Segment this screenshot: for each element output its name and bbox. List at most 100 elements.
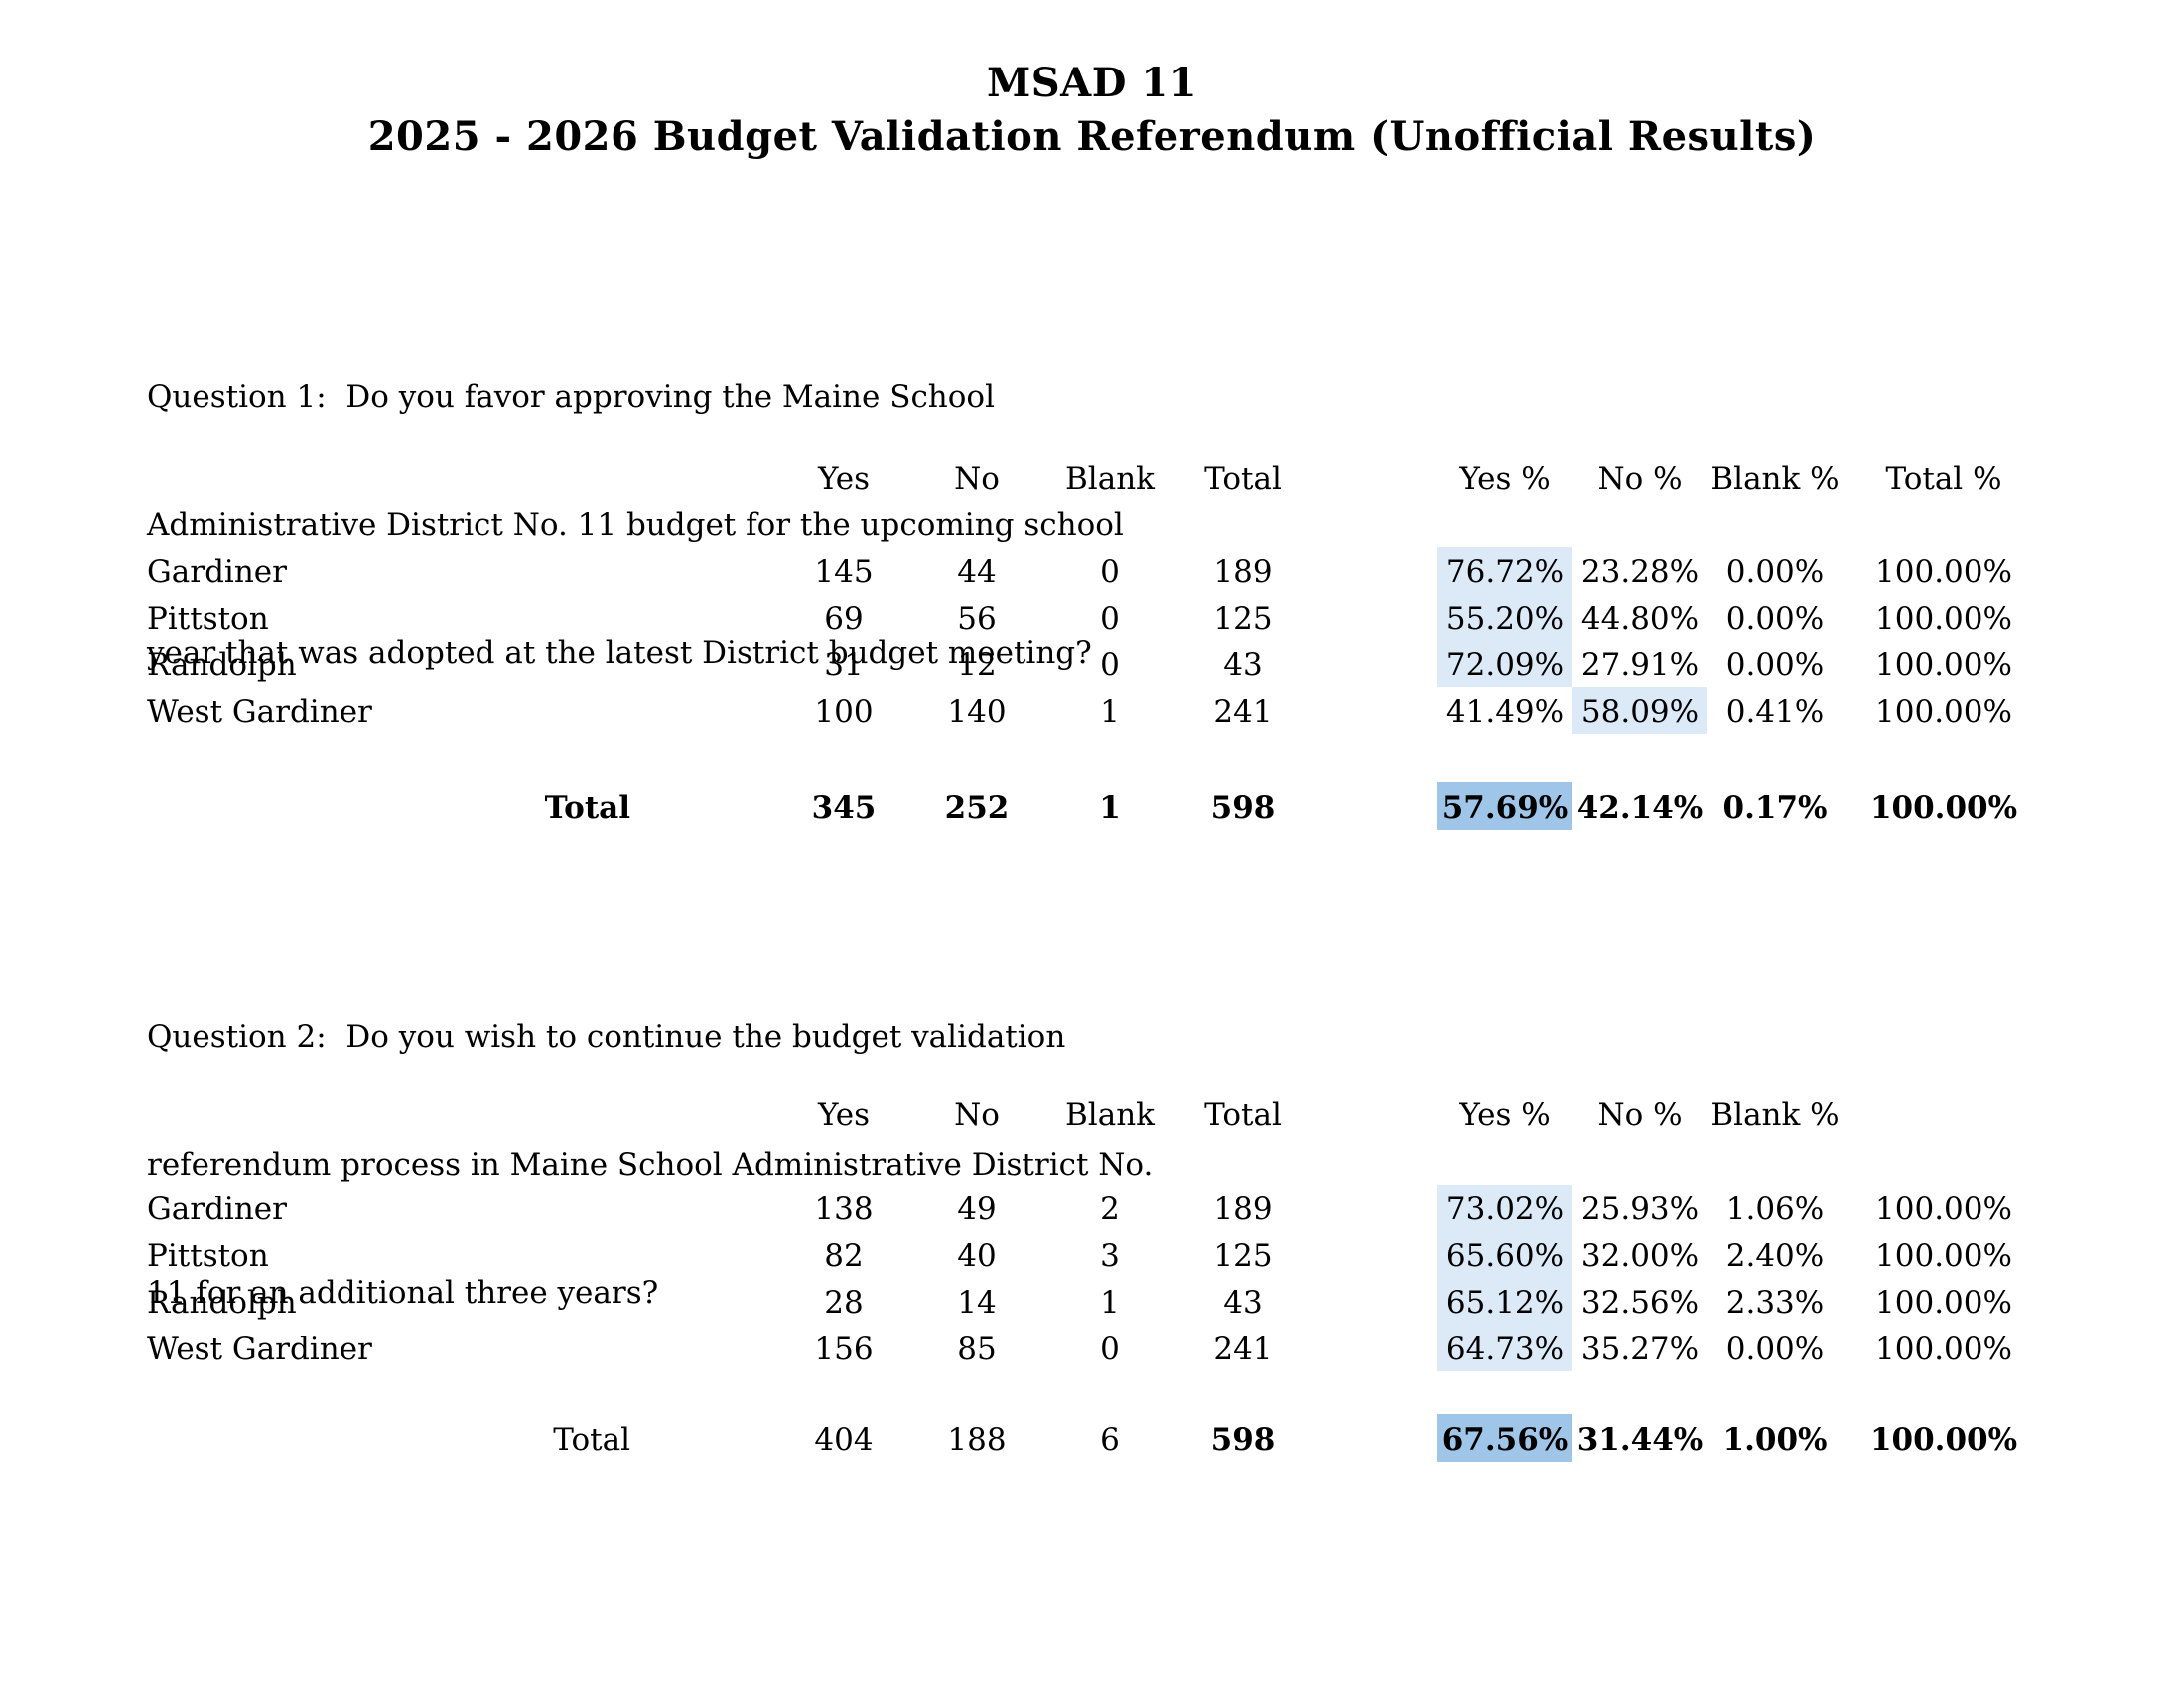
margin-spacer — [0, 1414, 147, 1462]
cell-yes: 138 — [814, 1192, 874, 1227]
cell-no: 40 — [957, 1238, 997, 1274]
cell-no: 49 — [957, 1192, 997, 1227]
q2-table-header: Yes No Blank Total Yes % No % Blank % — [0, 1090, 2184, 1137]
margin-spacer — [0, 687, 147, 734]
margin-spacer — [0, 594, 147, 640]
q2-row-pittston: Pittston 82 40 3 125 65.60% 32.00% 2.40%… — [0, 1231, 2184, 1278]
cell-yes-pct-highlighted: 55.20% — [1437, 594, 1572, 640]
q1-total-row: Total 345 252 1 598 57.69% 42.14% 0.17% … — [0, 782, 2184, 830]
town-label: Gardiner — [147, 554, 287, 590]
cell-no-pct: 32.00% — [1580, 1238, 1700, 1274]
total-label: Total — [553, 1422, 630, 1458]
q2-total-row: Total 404 188 6 598 67.56% 31.44% 1.00% … — [0, 1414, 2184, 1462]
cell-blank-pct: 0.00% — [1725, 647, 1825, 683]
q1-row-gardiner: Gardiner 145 44 0 189 76.72% 23.28% 0.00… — [0, 547, 2184, 594]
cell-total-pct: 100.00% — [1875, 1285, 2012, 1321]
q2-header-blank-pct: Blank % — [1710, 1097, 1840, 1133]
cell-yes-pct-highlighted: 72.09% — [1437, 640, 1572, 687]
cell-no: 188 — [947, 1422, 1007, 1458]
cell-yes: 31 — [824, 647, 864, 683]
margin-spacer — [0, 454, 147, 500]
cell-yes-pct-highlighted: 67.56% — [1437, 1414, 1572, 1462]
column-gap — [1309, 782, 1437, 830]
margin-spacer — [0, 640, 147, 687]
margin-spacer — [0, 1090, 147, 1137]
town-label: West Gardiner — [147, 1332, 372, 1367]
cell-blank-pct: 0.17% — [1722, 790, 1828, 826]
q1-header-total-pct: Total % — [1885, 461, 2002, 496]
cell-no-pct: 44.80% — [1580, 601, 1700, 636]
cell-no-pct: 23.28% — [1580, 554, 1700, 590]
town-label: Gardiner — [147, 1192, 287, 1227]
q1-row-randolph: Randolph 31 12 0 43 72.09% 27.91% 0.00% … — [0, 640, 2184, 687]
cell-total: 43 — [1223, 1285, 1263, 1321]
town-label: Pittston — [147, 601, 269, 636]
cell-no-pct: 31.44% — [1576, 1422, 1704, 1458]
cell-no: 14 — [957, 1285, 997, 1321]
q1-header-yes: Yes — [817, 461, 871, 496]
cell-yes-pct: 41.49% — [1445, 694, 1565, 730]
question-1-line3: year that was adopted at the latest Dist… — [147, 635, 1092, 671]
q1-header-no: No — [954, 461, 1000, 496]
cell-blank: 0 — [1100, 647, 1120, 683]
cell-yes-pct-highlighted: 73.02% — [1437, 1185, 1572, 1231]
question-1-text: Question 1: Do you favor approving the M… — [147, 291, 1124, 761]
q1-header-blank: Blank — [1065, 461, 1155, 496]
question-1-line2: Administrative District No. 11 budget fo… — [147, 507, 1124, 543]
cell-no-pct: 35.27% — [1580, 1332, 1700, 1367]
cell-total: 598 — [1210, 790, 1276, 826]
town-label: Randolph — [147, 1285, 297, 1321]
cell-total-pct: 100.00% — [1875, 1238, 2012, 1274]
q1-row-west-gardiner: West Gardiner 100 140 1 241 41.49% 58.09… — [0, 687, 2184, 734]
cell-blank-pct: 1.06% — [1725, 1192, 1825, 1227]
cell-blank: 0 — [1100, 601, 1120, 636]
q1-header-yes-pct: Yes % — [1459, 461, 1551, 496]
town-label: Randolph — [147, 647, 297, 683]
q2-header-blank: Blank — [1065, 1097, 1155, 1133]
q2-header-no: No — [954, 1097, 1000, 1133]
cell-total: 241 — [1213, 1332, 1273, 1367]
margin-spacer — [0, 1278, 147, 1325]
cell-blank: 1 — [1099, 790, 1121, 826]
column-gap — [1309, 640, 1437, 687]
cell-yes: 69 — [824, 601, 864, 636]
cell-blank-pct: 0.00% — [1725, 554, 1825, 590]
cell-no: 56 — [957, 601, 997, 636]
cell-no: 12 — [957, 647, 997, 683]
cell-blank: 6 — [1100, 1422, 1120, 1458]
q1-table-header: Yes No Blank Total Yes % No % Blank % To… — [0, 454, 2184, 500]
cell-blank-pct: 0.00% — [1725, 1332, 1825, 1367]
column-gap — [1309, 454, 1437, 500]
town-label: Pittston — [147, 1238, 269, 1274]
cell-total-pct: 100.00% — [1869, 1422, 2018, 1458]
cell-yes: 345 — [811, 790, 877, 826]
margin-spacer — [0, 547, 147, 594]
cell-total-pct: 100.00% — [1875, 1332, 2012, 1367]
q2-header-no-pct: No % — [1597, 1097, 1683, 1133]
cell-blank-pct: 0.00% — [1725, 601, 1825, 636]
column-gap — [1309, 1185, 1437, 1231]
cell-total: 125 — [1213, 1238, 1273, 1274]
q1-header-town — [147, 454, 777, 500]
column-gap — [1309, 1090, 1437, 1137]
cell-total-pct: 100.00% — [1875, 647, 2012, 683]
cell-yes: 145 — [814, 554, 874, 590]
q1-row-pittston: Pittston 69 56 0 125 55.20% 44.80% 0.00%… — [0, 594, 2184, 640]
cell-yes: 100 — [814, 694, 874, 730]
cell-blank: 3 — [1100, 1238, 1120, 1274]
margin-spacer — [0, 1325, 147, 1371]
cell-blank: 1 — [1100, 694, 1120, 730]
cell-total-pct: 100.00% — [1875, 601, 2012, 636]
cell-total-pct: 100.00% — [1875, 1192, 2012, 1227]
cell-blank: 1 — [1100, 1285, 1120, 1321]
cell-blank-pct: 1.00% — [1722, 1422, 1828, 1458]
town-label: West Gardiner — [147, 694, 372, 730]
q2-header-yes: Yes — [817, 1097, 871, 1133]
cell-yes-pct-highlighted: 65.60% — [1437, 1231, 1572, 1278]
question-2-line2: referendum process in Maine School Admin… — [147, 1147, 1154, 1183]
q1-header-no-pct: No % — [1597, 461, 1683, 496]
cell-blank-pct: 2.33% — [1725, 1285, 1825, 1321]
margin-spacer — [0, 1185, 147, 1231]
cell-yes: 82 — [824, 1238, 864, 1274]
